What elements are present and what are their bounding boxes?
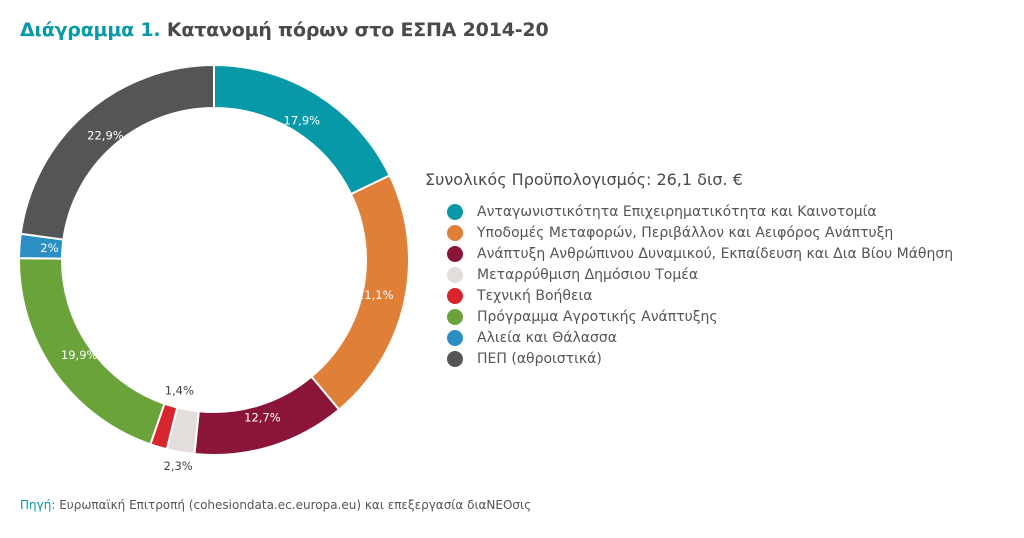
source-label: Πηγή: [20,498,56,512]
data-label-4: 1,4% [165,383,194,397]
legend-item: Μεταρρύθμιση Δημόσιου Τομέα [447,264,953,285]
total-budget: Συνολικός Προϋπολογισμός: 26,1 δισ. € [425,170,743,189]
data-label-5: 19,9% [61,348,98,362]
slice-7 [19,63,215,241]
legend-item: Πρόγραμμα Αγροτικής Ανάπτυξης [447,306,953,327]
source-text: Ευρωπαϊκή Επιτροπή (cohesiondata.ec.euro… [59,498,532,512]
legend-label: Πρόγραμμα Αγροτικής Ανάπτυξης [477,308,718,325]
donut-chart: 17,9% 21,1% 12,7% 2,3% 1,4% 19,9% 2% 22,9% [17,63,410,473]
data-label-7: 22,9% [87,129,124,143]
legend-swatch-icon [447,287,463,304]
legend-swatch-icon [447,224,463,241]
title-prefix: Διάγραμμα 1. [20,19,161,41]
legend-swatch-icon [447,266,463,283]
data-label-6: 2% [40,241,58,255]
legend-label: Ανάπτυξη Ανθρώπινου Δυναμικού, Εκπαίδευσ… [477,245,954,262]
legend-item: Αλιεία και Θάλασσα [447,327,953,348]
data-label-1: 21,1% [357,288,394,302]
legend: Συνολικός Προϋπολογισμός: 26,1 δισ. € Αν… [425,170,953,369]
legend-item: Ανταγωνιστικότητα Επιχειρηματικότητα και… [447,201,953,222]
legend-swatch-icon [447,245,463,262]
slice-0 [213,63,392,196]
legend-label: Υποδομές Μεταφορών, Περιβάλλον και Αειφό… [477,224,894,241]
legend-item: Ανάπτυξη Ανθρώπινου Δυναμικού, Εκπαίδευσ… [447,243,953,264]
legend-label: Τεχνική Βοήθεια [477,287,593,304]
legend-swatch-icon [447,308,463,325]
legend-label: Μεταρρύθμιση Δημόσιου Τομέα [477,266,699,283]
source-note: Πηγή: Ευρωπαϊκή Επιτροπή (cohesiondata.e… [20,498,531,512]
legend-item: Τεχνική Βοήθεια [447,285,953,306]
legend-swatch-icon [447,350,463,367]
legend-item: ΠΕΠ (αθροιστικά) [447,348,953,369]
legend-label: Ανταγωνιστικότητα Επιχειρηματικότητα και… [477,203,877,220]
legend-swatch-icon [447,203,463,220]
legend-item: Υποδομές Μεταφορών, Περιβάλλον και Αειφό… [447,222,953,243]
legend-label: Αλιεία και Θάλασσα [477,329,617,346]
legend-swatch-icon [447,329,463,346]
data-label-2: 12,7% [244,411,281,425]
chart-title: Διάγραμμα 1. Κατανομή πόρων στο ΕΣΠΑ 201… [20,19,549,41]
legend-label: ΠΕΠ (αθροιστικά) [477,350,602,367]
data-label-3: 2,3% [164,459,193,473]
data-label-0: 17,9% [284,113,321,127]
title-text: Κατανομή πόρων στο ΕΣΠΑ 2014-20 [166,19,549,41]
